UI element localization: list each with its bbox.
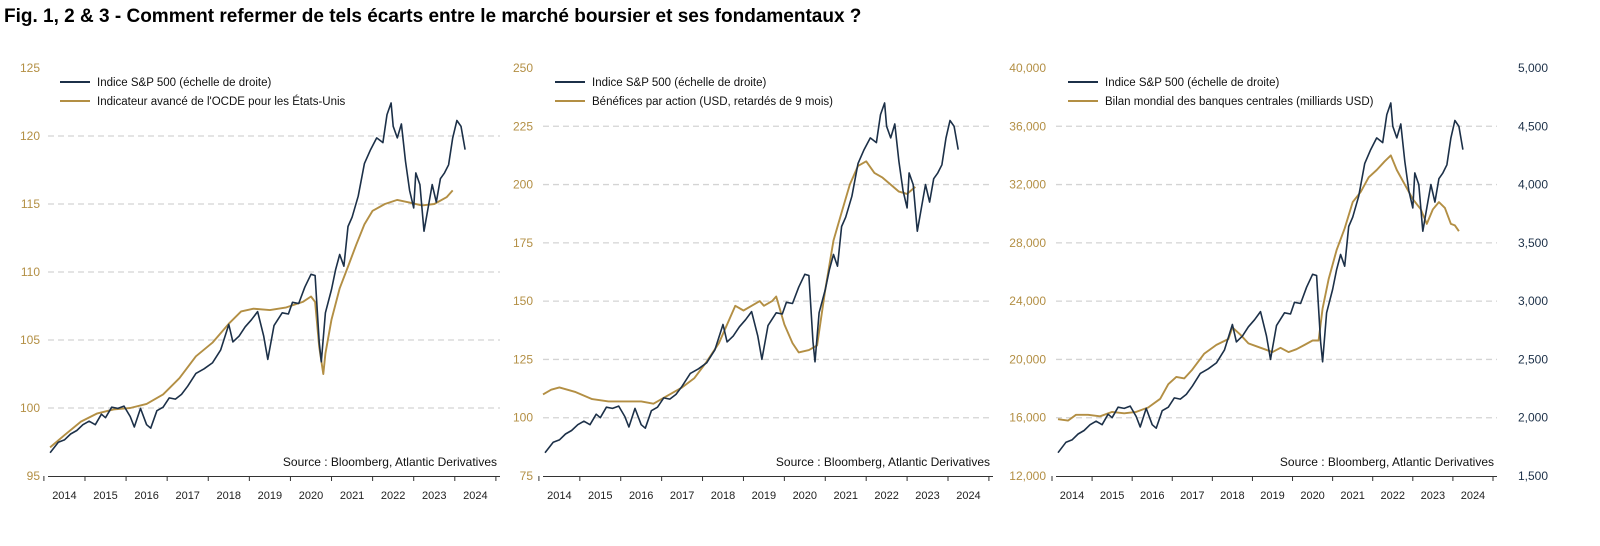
x-axis-tick-label: 2017 <box>175 490 199 502</box>
x-axis-tick-label: 2015 <box>588 490 612 502</box>
x-axis-tick-label: 2016 <box>134 490 158 502</box>
right-axis-tick-label: 2,500 <box>1518 352 1548 366</box>
left-axis-tick-label: 250 <box>513 61 533 75</box>
source-note: Source : Bloomberg, Atlantic Derivatives <box>1280 455 1494 469</box>
legend-label-indicator: Bénéfices par action (USD, retardés de 9… <box>592 96 833 108</box>
left-axis-tick-label: 200 <box>513 178 533 192</box>
chart-earnings-per-share: 75 100 125 150 175 200 225 250 2014 2015 2016 2017 2… <box>513 61 993 502</box>
series-line-indicator <box>49 189 454 449</box>
left-axis-tick-label: 105 <box>20 333 40 347</box>
series-line-indicator <box>1057 154 1460 422</box>
series-line-sp500 <box>1057 102 1464 454</box>
left-axis-tick-label: 225 <box>513 119 533 133</box>
left-axis-tick-label: 120 <box>20 129 40 143</box>
left-axis-tick-label: 100 <box>20 401 40 415</box>
x-axis-tick-label: 2021 <box>1340 490 1364 502</box>
x-axis-tick-label: 2021 <box>833 490 857 502</box>
legend-label-sp500: Indice S&P 500 (échelle de droite) <box>592 77 766 89</box>
figure-title: Fig. 1, 2 & 3 - Comment refermer de tels… <box>4 6 862 27</box>
legend-label-sp500: Indice S&P 500 (échelle de droite) <box>1105 77 1279 89</box>
left-axis-tick-label: 12,000 <box>1009 469 1046 483</box>
x-axis-tick-label: 2017 <box>1180 490 1204 502</box>
source-note: Source : Bloomberg, Atlantic Derivatives <box>283 455 497 469</box>
left-axis-tick-label: 40,000 <box>1009 61 1046 75</box>
x-axis-tick-label: 2018 <box>1220 490 1244 502</box>
left-axis-tick-label: 95 <box>27 469 41 483</box>
right-axis-tick-label: 1,500 <box>1518 469 1548 483</box>
x-axis-tick-label: 2019 <box>1260 490 1284 502</box>
left-axis-tick-label: 28,000 <box>1009 236 1046 250</box>
chart-central-bank-balance-sheet: 12,000 16,000 20,000 24,000 28,000 32,000 36,0… <box>1009 61 1548 502</box>
left-axis-tick-label: 32,000 <box>1009 178 1046 192</box>
legend-label-indicator: Bilan mondial des banques centrales (mil… <box>1105 96 1374 108</box>
series-line-sp500 <box>544 102 959 454</box>
x-axis-tick-label: 2015 <box>1100 490 1124 502</box>
left-axis-tick-label: 16,000 <box>1009 411 1046 425</box>
chart-oecd-leading-indicator: 95 100 105 110 115 120 125 2014 2015 2016 2017 2018… <box>20 61 500 502</box>
x-axis-tick-label: 2020 <box>299 490 323 502</box>
left-axis-tick-label: 150 <box>513 294 533 308</box>
x-axis-tick-label: 2022 <box>874 490 898 502</box>
left-axis-tick-label: 36,000 <box>1009 119 1046 133</box>
left-axis-tick-label: 24,000 <box>1009 294 1046 308</box>
right-axis-tick-label: 3,000 <box>1518 294 1548 308</box>
x-axis-tick-label: 2024 <box>1461 490 1485 502</box>
right-axis-tick-label: 4,500 <box>1518 119 1548 133</box>
x-axis-tick-label: 2023 <box>1421 490 1445 502</box>
x-axis-tick-label: 2024 <box>956 490 980 502</box>
x-axis-tick-label: 2023 <box>422 490 446 502</box>
series-line-indicator <box>542 160 916 405</box>
x-axis-tick-label: 2020 <box>793 490 817 502</box>
x-axis-tick-label: 2024 <box>463 490 487 502</box>
left-axis-tick-label: 110 <box>21 265 40 279</box>
left-axis-tick-label: 100 <box>513 411 533 425</box>
left-axis-tick-label: 75 <box>520 469 534 483</box>
left-axis-tick-label: 20,000 <box>1009 352 1046 366</box>
x-axis-tick-label: 2016 <box>629 490 653 502</box>
x-axis-tick-label: 2018 <box>711 490 735 502</box>
left-axis-tick-label: 175 <box>513 236 533 250</box>
x-axis-tick-label: 2022 <box>1381 490 1405 502</box>
x-axis-tick-label: 2014 <box>1060 490 1084 502</box>
x-axis-tick-label: 2019 <box>752 490 776 502</box>
x-axis-tick-label: 2021 <box>340 490 364 502</box>
left-axis-tick-label: 115 <box>21 197 40 211</box>
x-axis-tick-label: 2017 <box>670 490 694 502</box>
x-axis-tick-label: 2014 <box>52 490 76 502</box>
left-axis-tick-label: 125 <box>20 61 40 75</box>
x-axis-tick-label: 2014 <box>547 490 571 502</box>
x-axis-tick-label: 2018 <box>217 490 241 502</box>
legend-label-indicator: Indicateur avancé de l'OCDE pour les Éta… <box>97 95 346 108</box>
x-axis-tick-label: 2019 <box>258 490 282 502</box>
x-axis-tick-label: 2016 <box>1140 490 1164 502</box>
right-axis-tick-label: 4,000 <box>1518 178 1548 192</box>
legend-label-sp500: Indice S&P 500 (échelle de droite) <box>97 77 271 89</box>
x-axis-tick-label: 2022 <box>381 490 405 502</box>
series-line-sp500 <box>49 102 466 454</box>
x-axis-tick-label: 2020 <box>1300 490 1324 502</box>
x-axis-tick-label: 2015 <box>93 490 117 502</box>
x-axis-tick-label: 2023 <box>915 490 939 502</box>
source-note: Source : Bloomberg, Atlantic Derivatives <box>776 455 990 469</box>
right-axis-tick-label: 2,000 <box>1518 411 1548 425</box>
left-axis-tick-label: 125 <box>513 352 533 366</box>
right-axis-tick-label: 5,000 <box>1518 61 1548 75</box>
right-axis-tick-label: 3,500 <box>1518 236 1548 250</box>
